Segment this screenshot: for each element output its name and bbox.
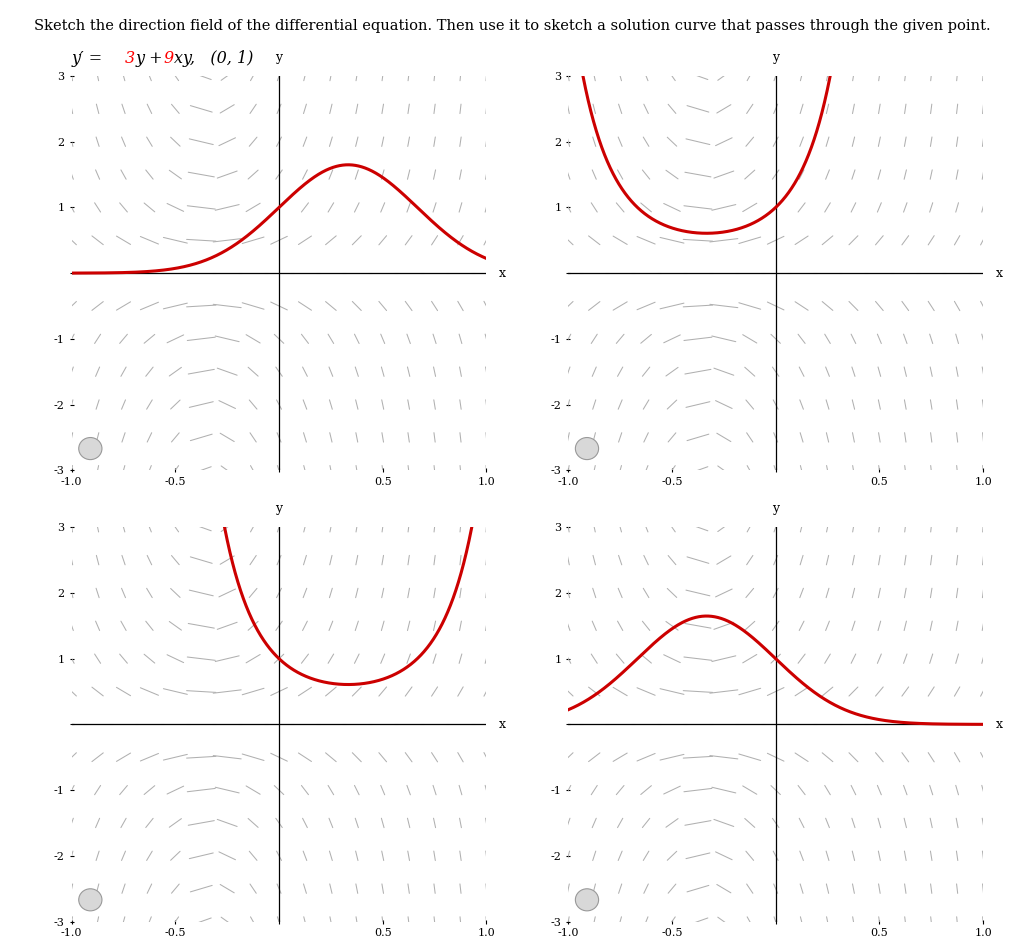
Text: x: x	[995, 718, 1002, 731]
Text: y: y	[772, 503, 779, 516]
Text: 9: 9	[164, 50, 174, 67]
Circle shape	[79, 889, 102, 911]
Circle shape	[79, 438, 102, 460]
Text: y′ =: y′ =	[72, 50, 108, 67]
Text: Sketch the direction field of the differential equation. Then use it to sketch a: Sketch the direction field of the differ…	[34, 19, 990, 33]
Text: y: y	[275, 51, 283, 65]
Text: y +: y +	[135, 50, 168, 67]
Text: x: x	[995, 267, 1002, 279]
Text: y: y	[275, 503, 283, 516]
Text: xy,   (0, 1): xy, (0, 1)	[174, 50, 254, 67]
Circle shape	[575, 438, 599, 460]
Text: y: y	[772, 51, 779, 65]
Text: 3: 3	[125, 50, 135, 67]
Circle shape	[575, 889, 599, 911]
Text: x: x	[499, 267, 506, 279]
Text: x: x	[499, 718, 506, 731]
